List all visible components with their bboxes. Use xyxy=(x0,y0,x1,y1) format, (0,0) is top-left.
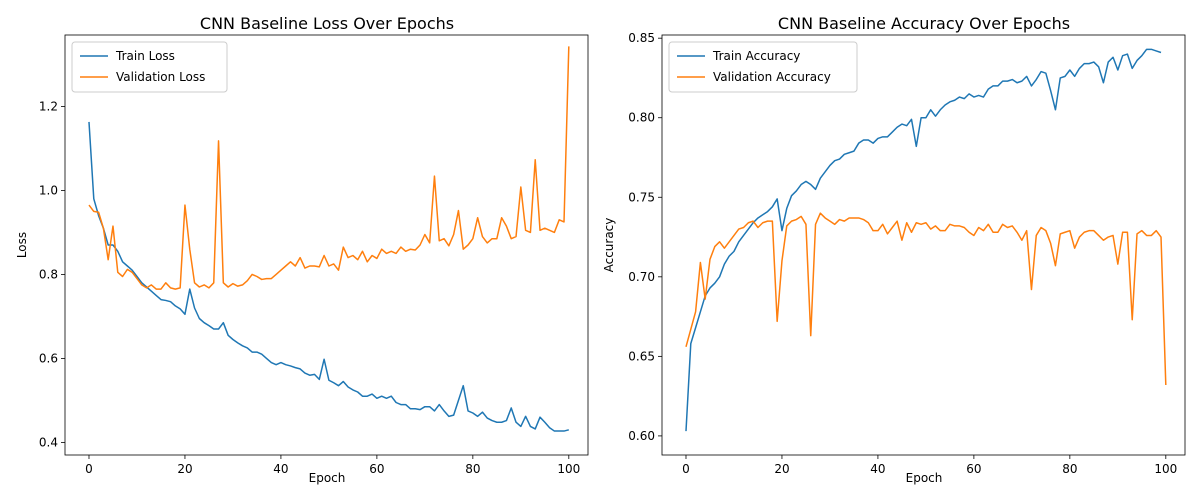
y-tick-label: 0.8 xyxy=(39,267,58,281)
y-axis-ticks: 0.4 0.6 0.8 1.0 1.2 xyxy=(39,99,65,449)
series-line-validation xyxy=(88,46,570,290)
y-tick-label: 0.6 xyxy=(39,351,58,365)
legend-label-train: Train Loss xyxy=(115,49,175,63)
x-tick-label: 40 xyxy=(870,462,885,476)
x-tick-label: 80 xyxy=(465,462,480,476)
y-tick-label: 0.4 xyxy=(39,435,58,449)
plot-frame xyxy=(661,34,1186,456)
y-tick-label: 1.0 xyxy=(39,183,58,197)
y-tick-label: 0.65 xyxy=(628,349,655,363)
x-tick-label: 0 xyxy=(682,462,690,476)
legend-label-validation: Validation Loss xyxy=(116,70,205,84)
x-axis-title: Epoch xyxy=(309,471,346,485)
legend-box xyxy=(668,41,858,93)
y-tick-label: 0.60 xyxy=(628,429,655,443)
y-tick-label: 0.85 xyxy=(628,31,655,45)
legend-label-validation: Validation Accuracy xyxy=(713,70,831,84)
loss-chart: CNN Baseline Loss Over Epochs 0 20 40 60 80 1… xyxy=(15,14,589,485)
y-tick-label: 0.80 xyxy=(628,111,655,125)
series-line-validation xyxy=(685,212,1167,386)
x-tick-label: 20 xyxy=(774,462,789,476)
chart-title: CNN Baseline Accuracy Over Epochs xyxy=(778,14,1070,33)
series-line-train xyxy=(685,48,1162,432)
x-tick-label: 20 xyxy=(177,462,192,476)
legend-label-train: Train Accuracy xyxy=(712,49,800,63)
y-axis-title: Loss xyxy=(15,232,29,258)
x-tick-label: 60 xyxy=(966,462,981,476)
x-tick-label: 100 xyxy=(557,462,580,476)
y-tick-label: 0.70 xyxy=(628,270,655,284)
legend: Train Accuracy Validation Accuracy xyxy=(668,41,858,93)
x-tick-label: 0 xyxy=(85,462,93,476)
y-tick-label: 1.2 xyxy=(39,99,58,113)
x-axis-title: Epoch xyxy=(906,471,943,485)
x-tick-label: 40 xyxy=(273,462,288,476)
accuracy-lines xyxy=(685,48,1167,432)
x-axis-ticks: 0 20 40 60 80 100 xyxy=(85,455,580,476)
legend-box xyxy=(71,41,228,93)
chart-title: CNN Baseline Loss Over Epochs xyxy=(200,14,454,33)
x-tick-label: 100 xyxy=(1154,462,1177,476)
accuracy-chart: CNN Baseline Accuracy Over Epochs 0 20 40 6… xyxy=(602,14,1186,485)
series-line-train xyxy=(88,121,570,432)
x-tick-label: 60 xyxy=(369,462,384,476)
legend: Train Loss Validation Loss xyxy=(71,41,228,93)
x-tick-label: 80 xyxy=(1062,462,1077,476)
x-axis-ticks: 0 20 40 60 80 100 xyxy=(682,455,1177,476)
y-axis-ticks: 0.60 0.65 0.70 0.75 0.80 0.85 xyxy=(628,31,662,443)
y-tick-label: 0.75 xyxy=(628,190,655,204)
y-axis-title: Accuracy xyxy=(602,218,616,273)
loss-lines xyxy=(88,46,570,432)
plot-frame xyxy=(64,34,589,456)
